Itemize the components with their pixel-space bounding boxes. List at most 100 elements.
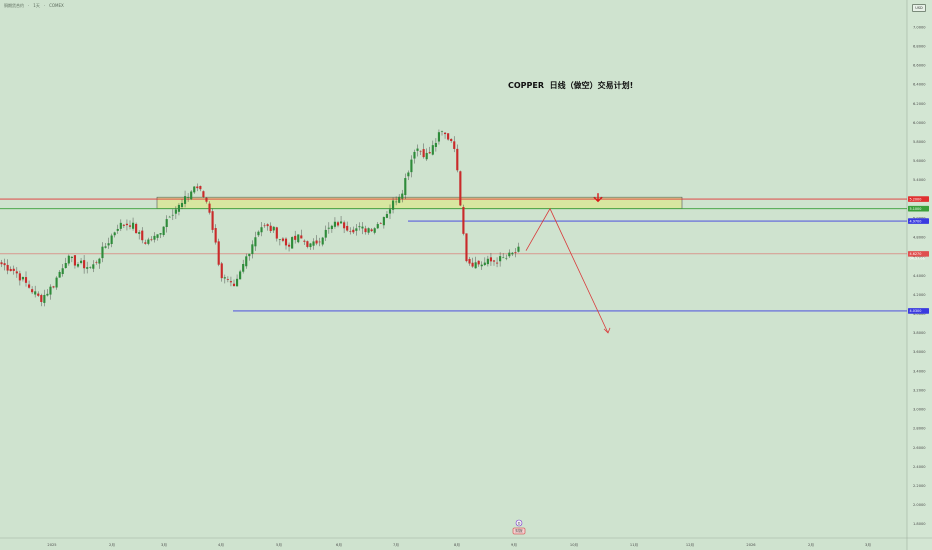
symbol-name[interactable]: 铜期货合约	[4, 3, 24, 8]
symbol-header[interactable]: 铜期货合约 · 1天 · COMEX	[4, 3, 64, 9]
candle-body[interactable]	[327, 227, 330, 229]
candle-body[interactable]	[349, 231, 352, 232]
candle-body[interactable]	[480, 264, 483, 267]
candle-body[interactable]	[333, 221, 337, 227]
candle-body[interactable]	[471, 262, 474, 267]
candle-body[interactable]	[76, 264, 80, 267]
candle-body[interactable]	[367, 228, 370, 233]
candle-body[interactable]	[459, 171, 462, 206]
candle-body[interactable]	[138, 232, 141, 234]
candle-body[interactable]	[404, 178, 407, 196]
candle-body[interactable]	[425, 152, 428, 160]
candle-body[interactable]	[443, 132, 447, 135]
projection-path[interactable]	[525, 207, 609, 334]
candle-body[interactable]	[260, 227, 263, 233]
candle-body[interactable]	[407, 172, 410, 177]
candle-body[interactable]	[391, 200, 395, 210]
candle-body[interactable]	[300, 235, 303, 239]
candle-body[interactable]	[511, 252, 514, 255]
candle-body[interactable]	[376, 224, 379, 229]
candle-body[interactable]	[95, 262, 98, 263]
candle-body[interactable]	[67, 255, 70, 264]
candle-body[interactable]	[187, 197, 190, 198]
candle-body[interactable]	[422, 149, 425, 158]
candle-body[interactable]	[495, 262, 499, 264]
candle-body[interactable]	[190, 191, 193, 200]
candle-body[interactable]	[0, 262, 3, 265]
candle-body[interactable]	[315, 240, 318, 244]
candle-body[interactable]	[303, 240, 306, 242]
interval-label[interactable]: 1天	[33, 3, 40, 8]
candle-body[interactable]	[79, 260, 83, 263]
candle-body[interactable]	[64, 263, 67, 269]
candle-body[interactable]	[40, 295, 43, 302]
candle-body[interactable]	[21, 276, 25, 280]
candle-body[interactable]	[257, 231, 260, 236]
candle-body[interactable]	[330, 225, 333, 230]
candle-body[interactable]	[499, 256, 502, 262]
candle-body[interactable]	[232, 283, 236, 287]
candle-body[interactable]	[168, 216, 171, 218]
candle-body[interactable]	[410, 159, 413, 173]
candle-body[interactable]	[382, 217, 385, 226]
candle-body[interactable]	[46, 293, 49, 296]
candle-body[interactable]	[122, 224, 125, 226]
candle-body[interactable]	[208, 203, 211, 213]
candle-body[interactable]	[205, 197, 208, 202]
candle-body[interactable]	[116, 228, 119, 231]
earnings-marker-icon[interactable]	[512, 527, 526, 535]
candle-body[interactable]	[15, 271, 18, 274]
candle-body[interactable]	[92, 264, 95, 269]
candle-body[interactable]	[385, 214, 389, 218]
candle-body[interactable]	[517, 246, 520, 252]
candle-body[interactable]	[388, 209, 392, 214]
candle-body[interactable]	[306, 241, 309, 247]
candle-body[interactable]	[502, 257, 505, 259]
candle-body[interactable]	[107, 243, 110, 246]
candle-body[interactable]	[373, 228, 376, 233]
candle-body[interactable]	[147, 239, 150, 244]
candle-body[interactable]	[248, 253, 251, 257]
candle-body[interactable]	[245, 256, 248, 267]
candle-body[interactable]	[153, 235, 156, 240]
candle-body[interactable]	[165, 219, 168, 228]
candle-body[interactable]	[202, 191, 205, 198]
candle-body[interactable]	[199, 186, 202, 190]
candle-body[interactable]	[104, 246, 107, 248]
candle-body[interactable]	[272, 226, 275, 231]
candle-body[interactable]	[229, 281, 233, 283]
candle-body[interactable]	[275, 227, 278, 239]
candle-body[interactable]	[162, 226, 165, 236]
candle-body[interactable]	[141, 230, 144, 241]
candle-body[interactable]	[43, 294, 46, 303]
candle-body[interactable]	[450, 138, 453, 142]
candle-body[interactable]	[278, 239, 281, 240]
candle-body[interactable]	[465, 233, 468, 262]
candle-body[interactable]	[217, 241, 220, 265]
candle-body[interactable]	[251, 244, 254, 255]
candle-body[interactable]	[242, 263, 245, 272]
candle-body[interactable]	[214, 228, 217, 243]
candle-body[interactable]	[159, 233, 162, 235]
candle-body[interactable]	[98, 258, 101, 264]
candle-body[interactable]	[180, 202, 184, 208]
candle-body[interactable]	[263, 225, 266, 227]
candle-body[interactable]	[398, 196, 401, 203]
candle-body[interactable]	[437, 132, 441, 142]
candle-body[interactable]	[113, 232, 116, 236]
candle-body[interactable]	[31, 289, 34, 293]
candle-body[interactable]	[361, 226, 364, 229]
candle-body[interactable]	[281, 238, 285, 241]
candle-body[interactable]	[395, 201, 398, 203]
candle-body[interactable]	[171, 214, 174, 216]
candle-body[interactable]	[440, 131, 444, 132]
dividend-marker-icon[interactable]	[515, 519, 523, 527]
candle-body[interactable]	[174, 209, 177, 214]
candle-body[interactable]	[86, 267, 89, 269]
candle-body[interactable]	[321, 237, 324, 245]
candle-body[interactable]	[101, 246, 104, 259]
candle-body[interactable]	[220, 263, 223, 279]
candle-body[interactable]	[58, 271, 61, 278]
candle-body[interactable]	[355, 228, 358, 231]
